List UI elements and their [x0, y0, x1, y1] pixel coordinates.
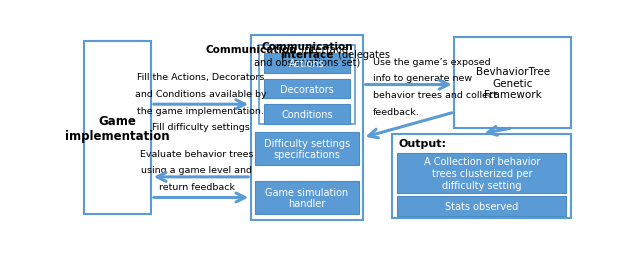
Text: the game implementation.: the game implementation. [137, 106, 264, 115]
Bar [264, 105, 350, 124]
Text: Fill the Actions, Decorators: Fill the Actions, Decorators [137, 73, 264, 82]
Text: feedback.: feedback. [372, 107, 419, 116]
Bar [251, 36, 363, 220]
Text: interface: interface [280, 50, 334, 60]
Bar [255, 132, 359, 165]
Text: BevhaviorTree
Genetic
Framework: BevhaviorTree Genetic Framework [476, 67, 550, 100]
Bar [84, 42, 151, 214]
Text: Game simulation
handler: Game simulation handler [265, 187, 348, 209]
Text: Use the game’s exposed: Use the game’s exposed [372, 57, 490, 66]
Text: behavior trees and collect: behavior trees and collect [372, 90, 497, 100]
Text: return feedback: return feedback [159, 182, 235, 192]
Text: using a game level and: using a game level and [141, 166, 252, 175]
Bar [264, 54, 350, 73]
Text: Decorators: Decorators [280, 84, 334, 94]
Text: and Conditions available by: and Conditions available by [134, 90, 266, 99]
Text: Difficulty settings
specifications: Difficulty settings specifications [264, 138, 349, 160]
Text: Game
implementation: Game implementation [65, 114, 170, 142]
Text: Actions: Actions [289, 59, 324, 69]
Text: and observations set): and observations set) [254, 58, 360, 68]
Text: Output:: Output: [399, 138, 447, 148]
Text: Communication: Communication [261, 42, 353, 52]
Bar [255, 181, 359, 214]
Text: interface: interface [298, 45, 348, 55]
Text: Stats observed: Stats observed [445, 201, 518, 212]
Text: Communication: Communication [205, 45, 297, 55]
Text: (delegates: (delegates [335, 50, 390, 60]
Text: info to generate new: info to generate new [372, 74, 472, 83]
Bar [454, 38, 571, 128]
Text: Conditions: Conditions [281, 109, 333, 120]
Text: Fill difficulty settings: Fill difficulty settings [152, 123, 250, 132]
Bar [397, 197, 566, 216]
Bar [259, 46, 355, 124]
Text: A Collection of behavior
trees clusterized per
difficulty setting: A Collection of behavior trees clusteriz… [424, 157, 540, 190]
Bar [392, 134, 571, 218]
Bar [397, 154, 566, 193]
Text: Evaluate behavior trees: Evaluate behavior trees [140, 149, 253, 158]
Bar [264, 79, 350, 99]
